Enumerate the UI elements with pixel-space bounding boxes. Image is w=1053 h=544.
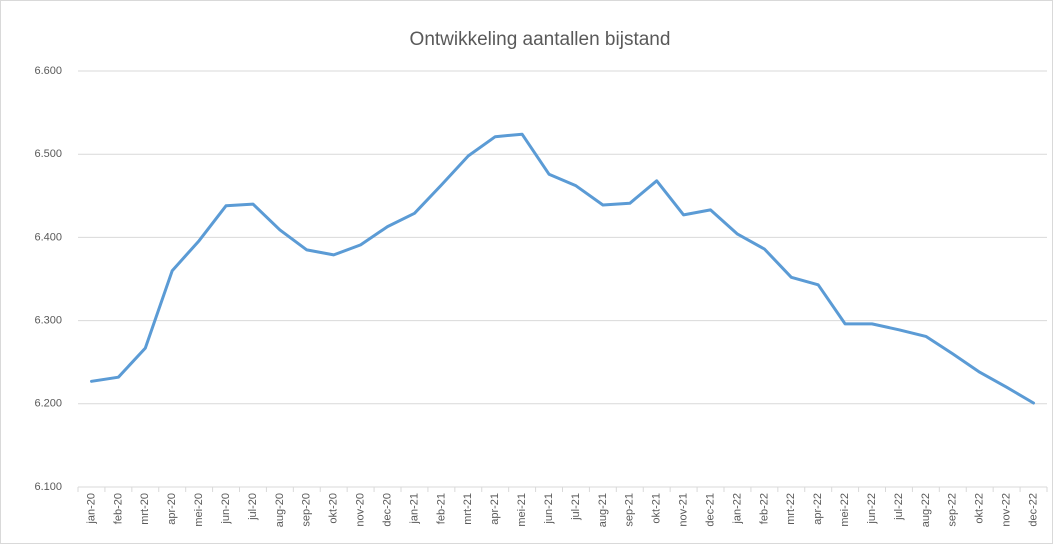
line-series (90, 132, 1035, 405)
x-tick-label: sep-21 (624, 493, 636, 527)
x-tick-label: apr-22 (812, 493, 824, 525)
x-tick-label: dec-22 (1027, 493, 1039, 527)
y-tick-label: 6.200 (34, 398, 62, 410)
x-tick-label: mei-21 (516, 493, 528, 527)
x-tick-label: jan-21 (408, 493, 420, 525)
y-tick-label: 6.300 (34, 315, 62, 327)
x-tick-label: nov-20 (355, 493, 367, 527)
x-tick-label: aug-20 (274, 493, 286, 527)
x-tick-label: sep-20 (301, 493, 313, 527)
x-tick-label: feb-20 (112, 493, 124, 524)
y-tick-label: 6.600 (34, 65, 62, 77)
x-tick-label: mei-20 (193, 493, 205, 527)
x-tick-label: mrt-21 (462, 493, 474, 525)
y-tick-label: 6.100 (34, 481, 62, 493)
x-tick-label: jul-21 (570, 493, 582, 521)
x-tick-label: jun-22 (866, 493, 878, 525)
x-tick-label: nov-22 (1001, 493, 1013, 527)
y-tick-label: 6.500 (34, 148, 62, 160)
x-tick-label: okt-21 (651, 493, 663, 524)
x-tick-label: okt-20 (328, 493, 340, 524)
x-tick-label: dec-21 (704, 493, 716, 527)
x-tick-label: jan-22 (731, 493, 743, 525)
x-tick-label: jul-20 (247, 493, 259, 521)
x-tick-label: aug-22 (920, 493, 932, 527)
x-tick-label: jul-22 (893, 493, 905, 521)
y-tick-label: 6.400 (34, 231, 62, 243)
chart-title: Ontwikkeling aantallen bijstand (410, 29, 671, 50)
x-tick-label: jun-21 (543, 493, 555, 525)
x-tick-label: dec-20 (381, 493, 393, 527)
x-tick-label: nov-21 (678, 493, 690, 527)
x-tick-label: jun-20 (220, 493, 232, 525)
x-tick-label: apr-21 (489, 493, 501, 525)
x-tick-label: mrt-22 (785, 493, 797, 525)
x-tick-label: jan-20 (85, 493, 97, 525)
x-tick-label: feb-22 (758, 493, 770, 524)
x-tick-label: mrt-20 (139, 493, 151, 525)
x-tick-label: aug-21 (597, 493, 609, 527)
x-tick-label: okt-22 (974, 493, 986, 524)
x-tick-label: mei-22 (839, 493, 851, 527)
x-tick-label: feb-21 (435, 493, 447, 524)
x-tick-label: apr-20 (166, 493, 178, 525)
x-tick-label: sep-22 (947, 493, 959, 527)
